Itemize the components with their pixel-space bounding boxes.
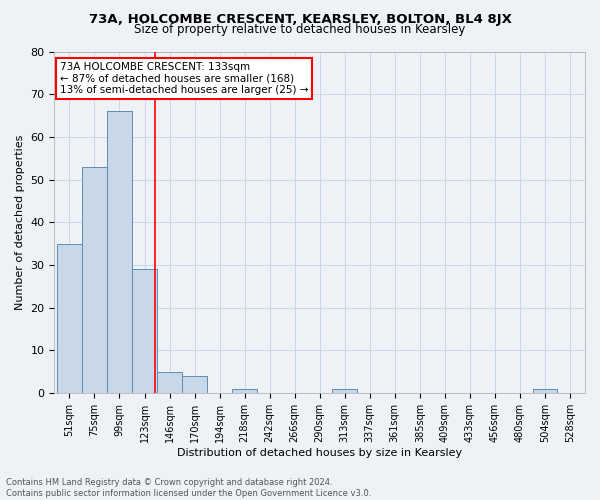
Text: 73A HOLCOMBE CRESCENT: 133sqm
← 87% of detached houses are smaller (168)
13% of : 73A HOLCOMBE CRESCENT: 133sqm ← 87% of d… [60, 62, 308, 95]
Y-axis label: Number of detached properties: Number of detached properties [15, 134, 25, 310]
X-axis label: Distribution of detached houses by size in Kearsley: Distribution of detached houses by size … [177, 448, 462, 458]
Bar [232, 388, 257, 393]
Bar [157, 372, 182, 393]
Bar [533, 388, 557, 393]
Text: 73A, HOLCOMBE CRESCENT, KEARSLEY, BOLTON, BL4 8JX: 73A, HOLCOMBE CRESCENT, KEARSLEY, BOLTON… [89, 12, 511, 26]
Bar [82, 166, 107, 393]
Bar [332, 388, 357, 393]
Bar [182, 376, 207, 393]
Bar [107, 111, 132, 393]
Text: Size of property relative to detached houses in Kearsley: Size of property relative to detached ho… [134, 22, 466, 36]
Text: Contains HM Land Registry data © Crown copyright and database right 2024.
Contai: Contains HM Land Registry data © Crown c… [6, 478, 371, 498]
Bar [57, 244, 82, 393]
Bar [132, 269, 157, 393]
